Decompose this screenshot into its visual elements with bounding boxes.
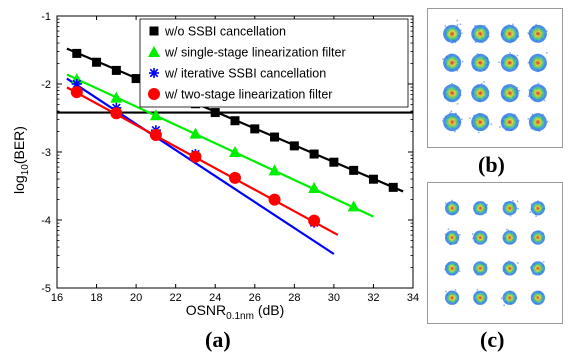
constellation-cluster (527, 113, 549, 133)
constellation-cluster (500, 290, 518, 307)
y-axis-label: log10(BER) (11, 126, 31, 194)
y-tick-label: -1 (41, 11, 51, 23)
constellation-cluster (471, 230, 488, 245)
x-tick-label: 16 (51, 292, 63, 304)
y-tick-label: -3 (41, 147, 51, 159)
data-point-circle (110, 107, 123, 120)
data-point-triangle (148, 46, 160, 57)
data-point-circle (148, 88, 160, 100)
panel-label-b: (b) (478, 152, 505, 177)
x-tick-label: 22 (170, 292, 182, 304)
data-point-square (92, 57, 102, 67)
constellation-cluster (502, 260, 519, 276)
constellation-cluster (441, 110, 463, 133)
x-tick-label: 34 (407, 292, 419, 304)
data-point-triangle (149, 109, 162, 121)
data-point-circle (308, 214, 321, 227)
constellation-cluster (471, 24, 490, 44)
data-point-square (368, 174, 378, 184)
constellation-cluster (529, 200, 546, 218)
constellation-cluster (527, 82, 547, 103)
data-point-square (349, 165, 359, 175)
data-point-star (149, 68, 159, 78)
constellation-cluster (442, 82, 462, 105)
constellation-cluster (473, 261, 488, 276)
constellation-cluster (444, 199, 460, 216)
data-point-triangle (268, 164, 281, 176)
constellation-cluster (530, 230, 546, 245)
constellation-cluster (500, 84, 521, 103)
data-point-square (230, 116, 240, 126)
constellation-cluster (500, 23, 520, 44)
data-point-circle (70, 86, 83, 99)
data-point-square (289, 141, 299, 151)
constellation-c (427, 182, 563, 324)
data-point-circle (229, 171, 241, 184)
x-tick-label: 20 (130, 292, 142, 304)
data-point-circle (268, 193, 281, 206)
constellation-cluster (497, 52, 519, 72)
data-point-circle (149, 129, 162, 141)
data-point-circle (189, 150, 202, 163)
legend: w/o SSBI cancellation w/ single-stage lin… (139, 18, 409, 108)
data-point-triangle (347, 200, 360, 212)
panel-label-a: (a) (205, 327, 231, 352)
panel-label-c: (c) (480, 327, 505, 352)
x-tick-label: 30 (328, 292, 340, 304)
data-point-square (388, 182, 398, 192)
y-tick-label: -4 (41, 215, 51, 227)
ber-vs-osnr-chart: 16182022242628303234-1-2-3-4-5HD-FECw/o … (11, 11, 419, 322)
constellation-cluster (471, 80, 490, 103)
data-point-square (72, 48, 82, 58)
data-point-square (210, 108, 220, 118)
data-point-triangle (189, 127, 202, 139)
constellation-cluster (444, 289, 460, 305)
x-tick-label: 26 (249, 292, 261, 304)
constellation-cluster (443, 19, 463, 44)
constellation-cluster (529, 260, 546, 276)
constellation-cluster (527, 23, 548, 43)
data-point-triangle (308, 182, 321, 194)
legend-entry-label: w/ single-stage linearization filter (164, 46, 346, 60)
x-tick-label: 18 (90, 292, 102, 304)
data-point-triangle (110, 91, 123, 103)
x-tick-label: 32 (367, 292, 379, 304)
data-point-square (250, 124, 260, 134)
x-tick-label: 28 (288, 292, 300, 304)
data-point-square (270, 132, 280, 142)
data-point-square (149, 26, 159, 36)
data-point-square (111, 65, 121, 75)
data-point-triangle (229, 146, 241, 157)
y-tick-label: -5 (41, 283, 51, 295)
constellation-cluster (471, 53, 491, 72)
constellation-cluster (502, 228, 517, 245)
constellation-cluster (502, 199, 519, 217)
constellation-cluster (530, 290, 546, 305)
legend-entry-label: w/o SSBI cancellation (164, 25, 286, 39)
x-axis-label: OSNR0.1nm (dB) (186, 302, 285, 322)
constellation-cluster (469, 112, 493, 134)
y-tick-label: -2 (41, 79, 51, 91)
constellation-cluster (527, 52, 548, 73)
constellation-cluster (473, 201, 489, 216)
constellation-cluster (444, 261, 461, 276)
legend-entry-label: w/ iterative SSBI cancellation (164, 67, 326, 81)
data-point-square (131, 74, 141, 84)
constellation-b (427, 8, 563, 148)
constellation-cluster (444, 228, 461, 246)
x-tick-label: 24 (209, 292, 221, 304)
data-point-square (309, 149, 319, 159)
legend-entry-label: w/ two-stage linearization filter (164, 88, 332, 102)
constellation-cluster (498, 113, 520, 132)
data-point-square (329, 157, 339, 167)
constellation-cluster (473, 289, 488, 305)
constellation-cluster (442, 53, 464, 72)
legend-box (139, 18, 409, 108)
